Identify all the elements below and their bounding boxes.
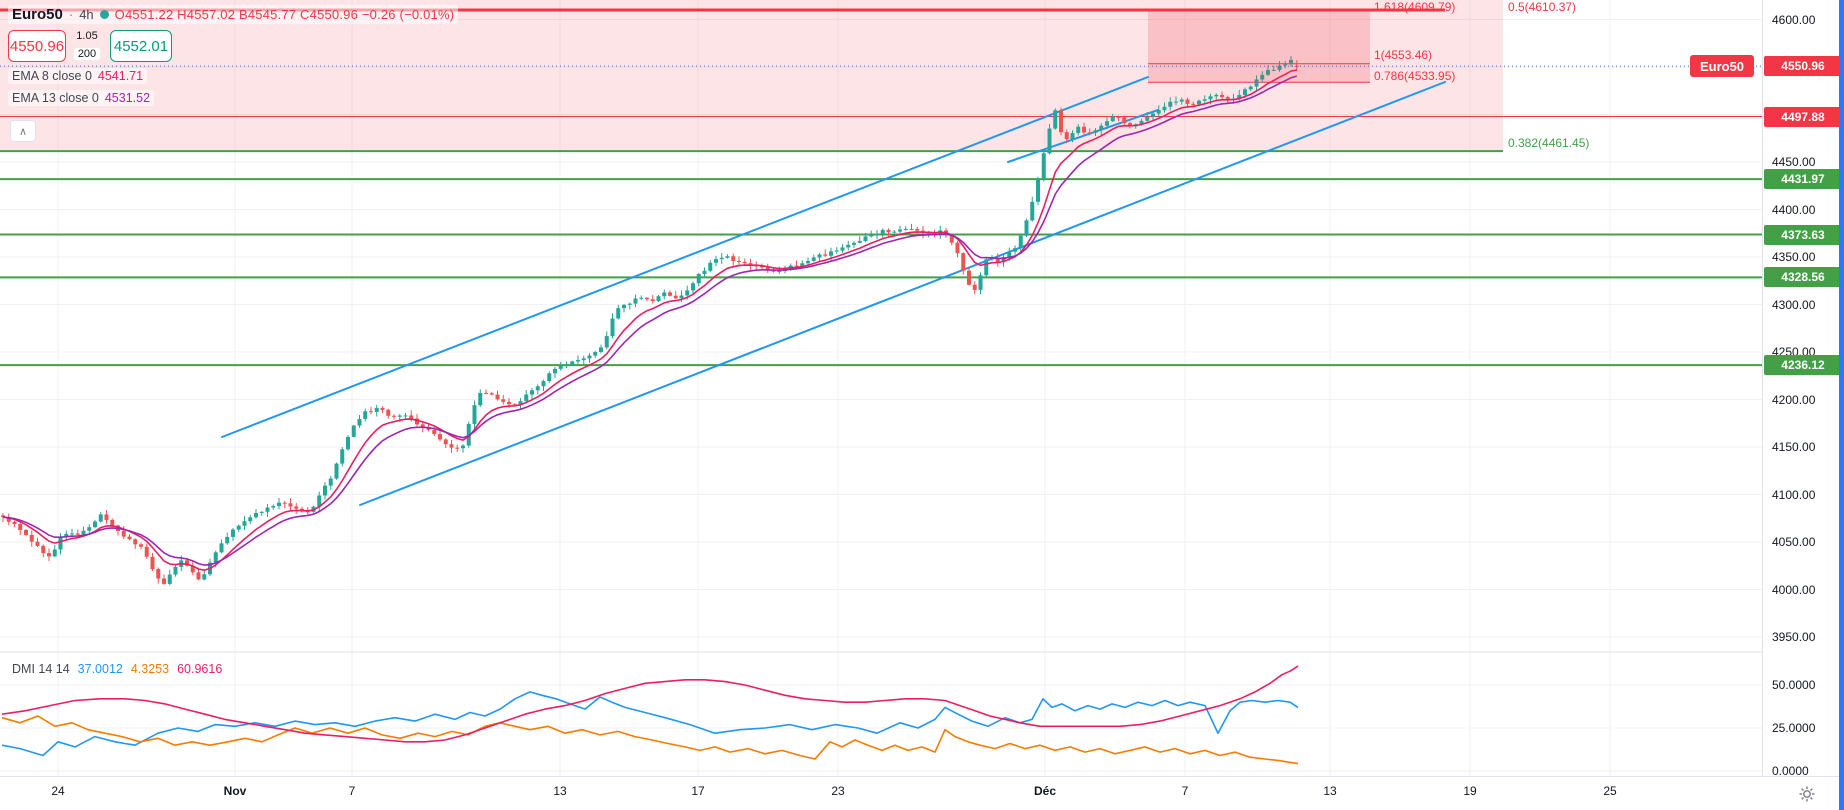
price-tick: 4300.00 bbox=[1772, 297, 1816, 312]
time-label: 13 bbox=[553, 784, 567, 798]
time-label: 7 bbox=[1181, 784, 1189, 798]
ema13-label: EMA 13 close 0 bbox=[12, 91, 99, 105]
price-tick: 4000.00 bbox=[1772, 582, 1816, 597]
price-axis-border bbox=[1762, 0, 1763, 776]
price-tag: 4373.63 bbox=[1764, 224, 1842, 245]
fib-level-label: 1.618(4609.79) bbox=[1374, 0, 1456, 14]
time-label: 25 bbox=[1603, 784, 1617, 798]
dmi-value: 60.9616 bbox=[177, 662, 223, 676]
buy-price: 4552.01 bbox=[113, 37, 169, 55]
symbol-name: Euro50 bbox=[12, 6, 63, 23]
sell-price: 4550.96 bbox=[9, 37, 65, 55]
separator-dot: · bbox=[68, 7, 74, 22]
fib-level-label: 0.382(4461.45) bbox=[1508, 136, 1590, 151]
dmi-tick: 50.0000 bbox=[1772, 678, 1816, 692]
dmi-tick: 0.0000 bbox=[1772, 764, 1809, 778]
price-tick: 4050.00 bbox=[1772, 535, 1816, 549]
price-tick: 4150.00 bbox=[1772, 440, 1816, 454]
price-tick: 4200.00 bbox=[1772, 392, 1816, 407]
collapse-panel-button[interactable]: ∧ bbox=[10, 120, 36, 142]
fib-level-label: 0.5(4610.37) bbox=[1508, 0, 1577, 14]
fib-level-label: 0.786(4533.95) bbox=[1374, 69, 1456, 84]
dmi-series-+DI bbox=[1, 691, 1299, 757]
price-tag: 4497.88 bbox=[1764, 106, 1842, 127]
dmi-series-ADX bbox=[1, 665, 1299, 743]
live-status-icon bbox=[99, 10, 109, 19]
time-label: 13 bbox=[1323, 784, 1337, 798]
dmi-tick: 25.0000 bbox=[1772, 721, 1816, 735]
dmi-values: 37.0012 4.3253 60.9616 bbox=[78, 662, 231, 676]
dmi-series--DI bbox=[1, 715, 1299, 765]
spread-quantity: 1.05 200 bbox=[66, 30, 108, 60]
window-edge-highlight bbox=[1839, 0, 1844, 810]
symbol-legend[interactable]: Euro50 · 4h O4551.22 H4557.02 B4545.77 C… bbox=[8, 5, 459, 24]
time-label: Déc bbox=[1033, 784, 1057, 798]
interval-label[interactable]: 4h bbox=[79, 7, 94, 22]
ohlc-values: O4551.22 H4557.02 B4545.77 C4550.96 −0.2… bbox=[114, 7, 455, 22]
ema13-legend[interactable]: EMA 13 close 0 4531.52 bbox=[8, 90, 155, 106]
quantity-value[interactable]: 200 bbox=[73, 48, 101, 60]
price-tick: 4400.00 bbox=[1772, 202, 1816, 217]
chart-canvas[interactable] bbox=[0, 0, 1762, 776]
dmi-value: 37.0012 bbox=[77, 662, 123, 676]
time-label: 7 bbox=[348, 784, 356, 798]
axis-settings-button[interactable] bbox=[1796, 783, 1818, 805]
time-label: 19 bbox=[1463, 784, 1477, 798]
ema13-value: 4531.52 bbox=[104, 91, 151, 105]
price-tick: 4450.00 bbox=[1772, 155, 1816, 169]
symbol-price-tag: Euro50 bbox=[1690, 55, 1754, 78]
price-tick: 4100.00 bbox=[1772, 487, 1816, 502]
spread-value: 1.05 bbox=[76, 30, 98, 42]
ema8-legend[interactable]: EMA 8 close 0 4541.71 bbox=[8, 68, 148, 84]
price-tag: 4236.12 bbox=[1764, 355, 1842, 376]
time-label: Nov bbox=[223, 784, 247, 798]
dmi-label: DMI 14 14 bbox=[12, 662, 70, 676]
price-tick: 4350.00 bbox=[1772, 250, 1816, 264]
time-label: 24 bbox=[51, 784, 65, 798]
chevron-up-icon: ∧ bbox=[18, 125, 28, 138]
time-axis-border bbox=[0, 776, 1844, 777]
price-tag: 4328.56 bbox=[1764, 267, 1842, 288]
gear-icon bbox=[1799, 786, 1815, 802]
dmi-value: 4.3253 bbox=[130, 662, 170, 676]
buy-button[interactable]: 4552.01 bbox=[110, 30, 172, 62]
price-tag: 4431.97 bbox=[1764, 169, 1842, 190]
dmi-legend[interactable]: DMI 14 14 37.0012 4.3253 60.9616 bbox=[8, 662, 235, 676]
time-label: 23 bbox=[831, 784, 845, 798]
fib-level-label: 1(4553.46) bbox=[1374, 47, 1433, 62]
price-tag: 4550.96 bbox=[1764, 56, 1842, 77]
ema8-value: 4541.71 bbox=[97, 69, 144, 83]
ema8-label: EMA 8 close 0 bbox=[12, 69, 92, 83]
time-label: 17 bbox=[691, 784, 705, 798]
price-tick: 4600.00 bbox=[1772, 12, 1816, 27]
sell-button[interactable]: 4550.96 bbox=[8, 30, 66, 62]
price-tick: 3950.00 bbox=[1772, 630, 1816, 644]
chart-svg bbox=[0, 0, 1762, 776]
